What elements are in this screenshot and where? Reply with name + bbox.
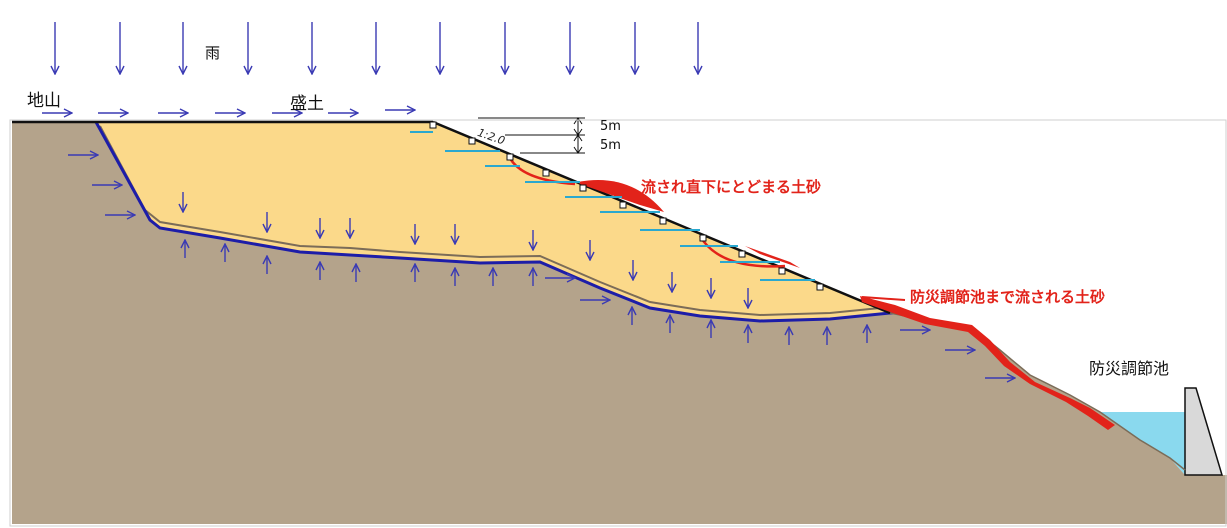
natural-ground <box>12 122 1227 524</box>
sediment-local-label: 流され直下にとどまる土砂 <box>641 178 822 196</box>
bedrock-label: 地山 <box>27 91 61 111</box>
fill-embankment <box>96 122 890 321</box>
sediment-to-pond <box>860 296 1115 430</box>
uplift-arrows <box>185 240 867 345</box>
fill-label: 盛土 <box>290 94 324 114</box>
dimension-lines <box>478 117 585 154</box>
dam <box>1184 387 1224 476</box>
fill-base-line <box>94 121 919 323</box>
fill-base-outline <box>99 125 891 317</box>
sediment-leader <box>861 296 906 301</box>
rain-label: 雨 <box>205 44 221 62</box>
infiltration-arrows <box>183 192 748 308</box>
pond-label: 防災調節池 <box>1089 359 1170 378</box>
pond-water <box>1100 412 1185 475</box>
slip-arc-lower <box>698 235 786 268</box>
rain-arrows <box>55 22 698 74</box>
diagram-frame <box>9 119 1227 527</box>
sediment-strip <box>745 246 800 268</box>
groundwater-flow-arrows <box>68 155 1015 378</box>
berm-markers <box>429 121 824 291</box>
height-bottom-label: 5m <box>600 138 621 153</box>
berm-drains <box>410 131 815 281</box>
surface-flow-arrows <box>42 110 415 113</box>
sediment-pond-label: 防災調節池まで流される土砂 <box>910 288 1106 306</box>
height-top-label: 5m <box>600 119 621 134</box>
